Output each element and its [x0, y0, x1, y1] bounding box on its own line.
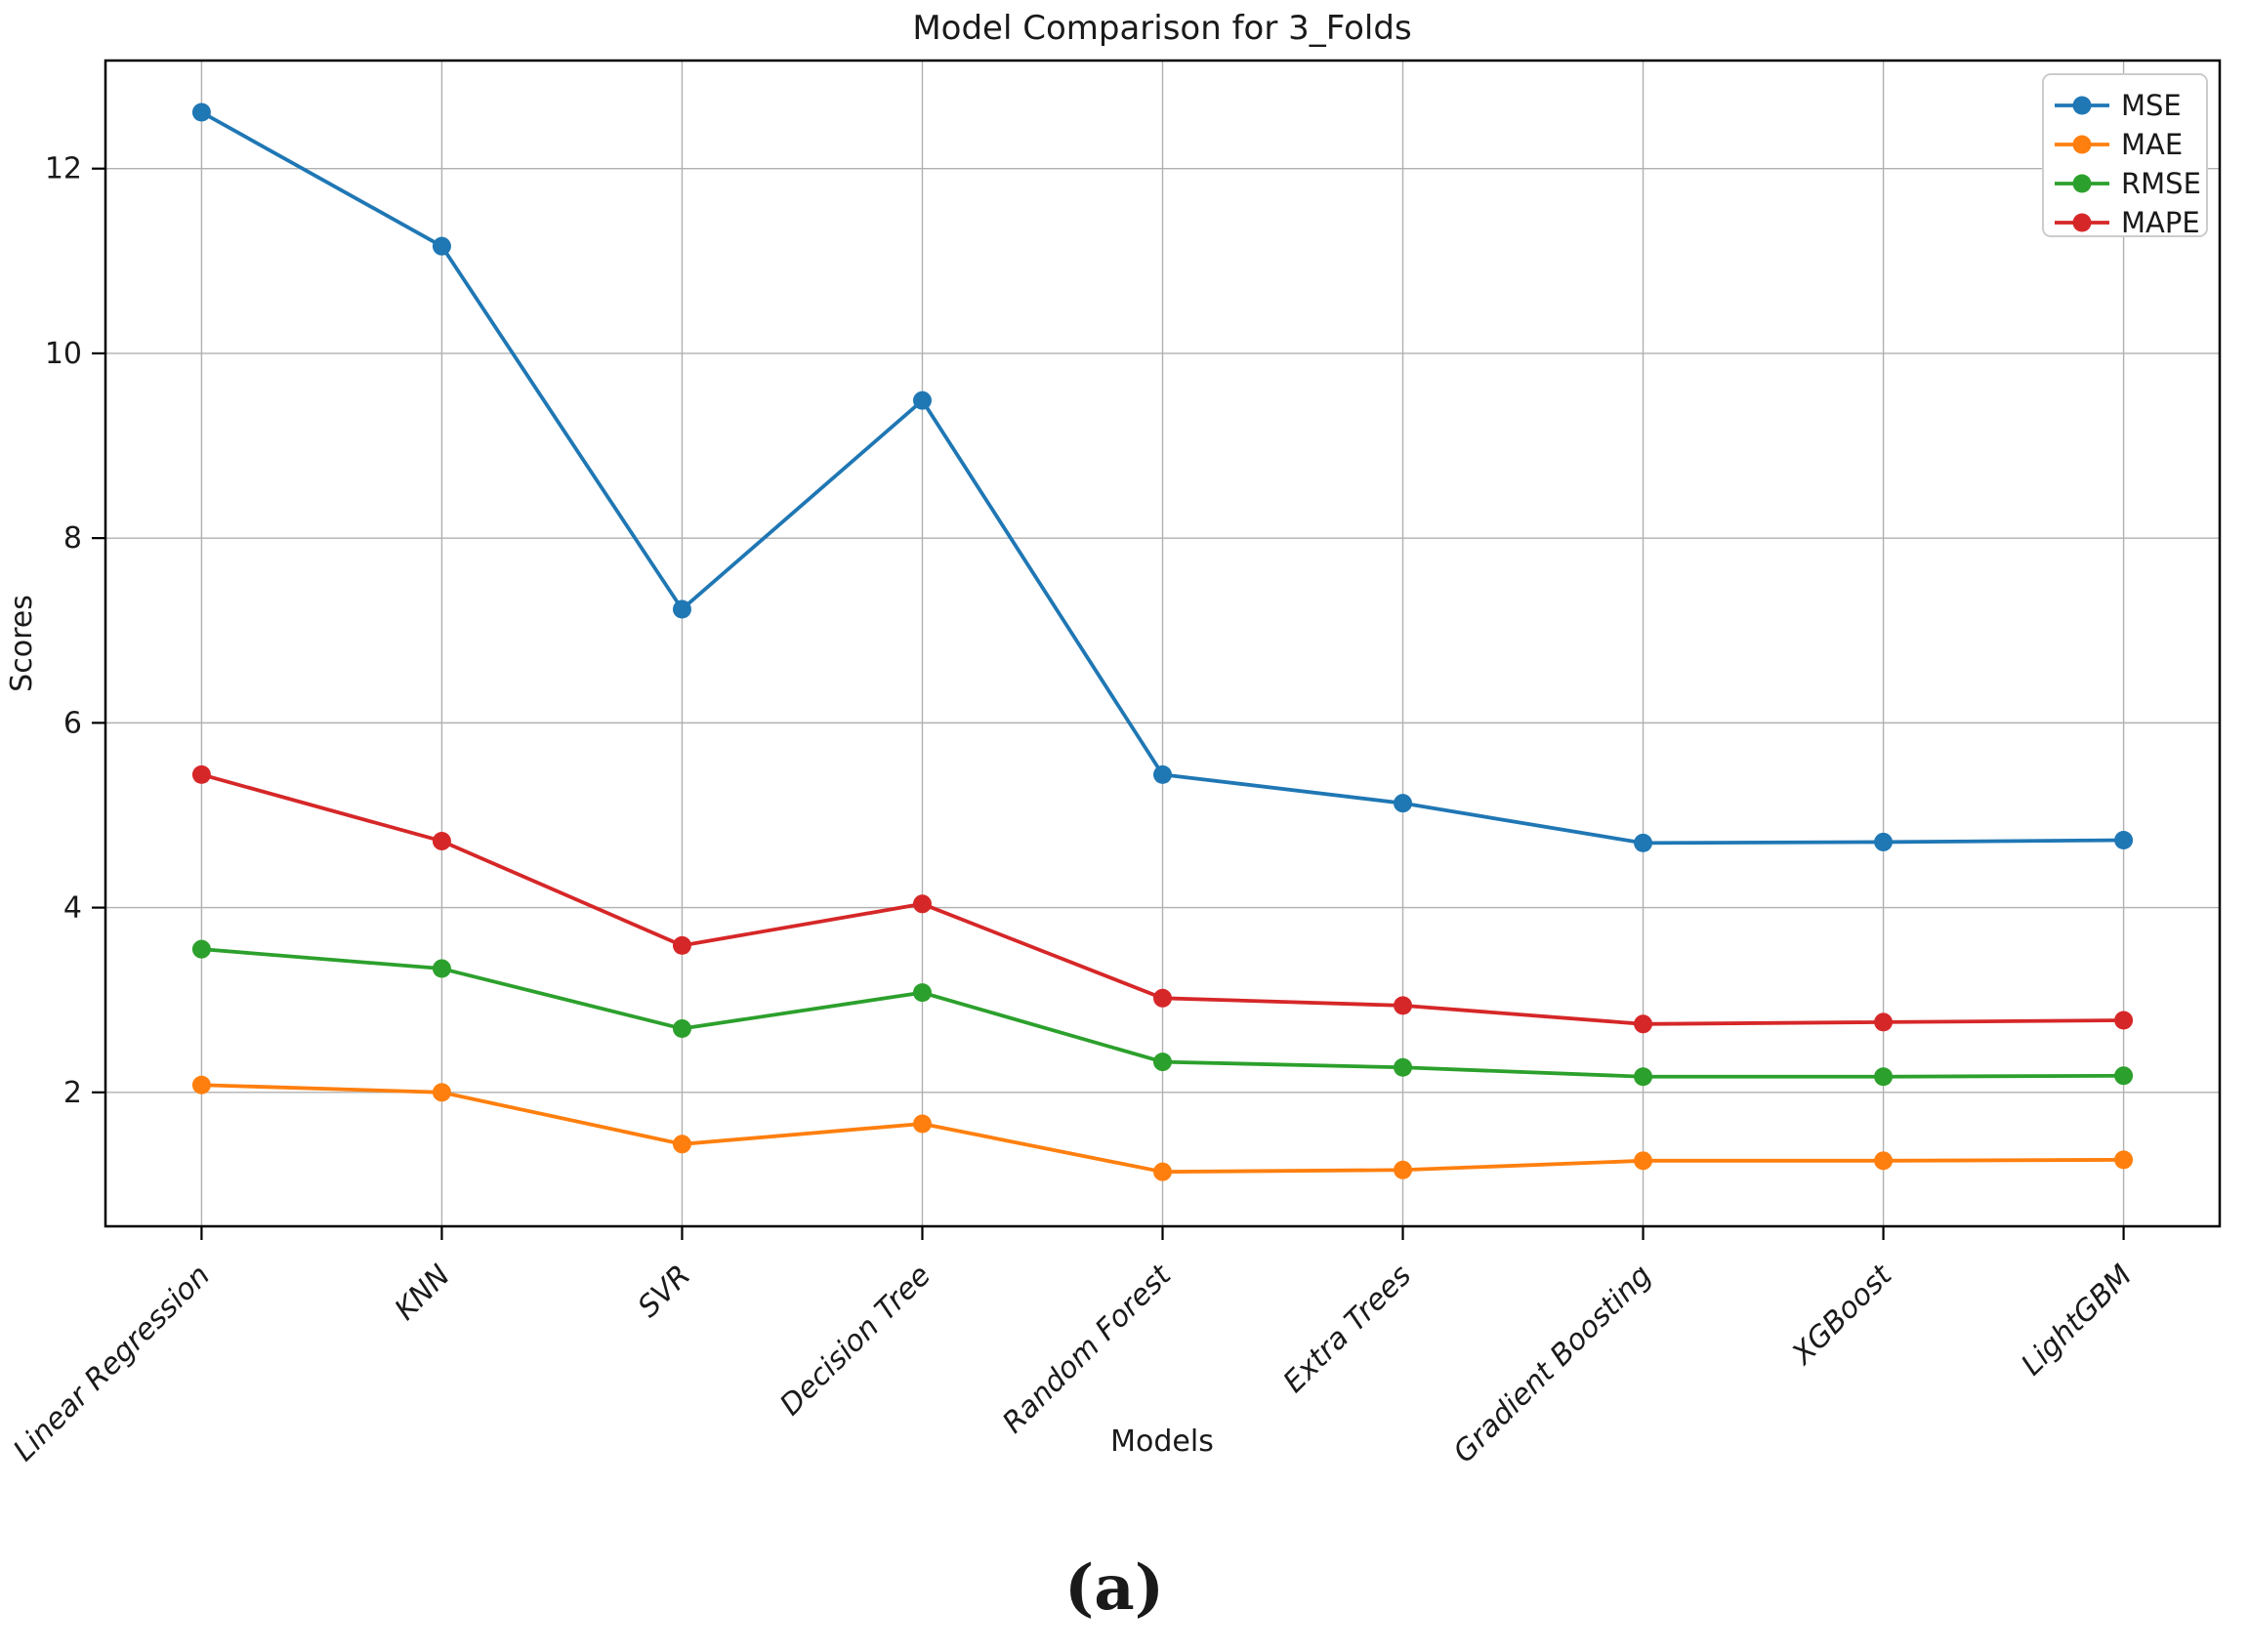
data-point-MAE — [432, 1083, 451, 1102]
x-tick-label: Extra Trees — [1276, 1259, 1418, 1400]
legend-marker — [2072, 135, 2092, 154]
data-point-MAE — [1394, 1160, 1413, 1179]
y-tick-label: 8 — [63, 521, 82, 556]
legend-items: MSE MAE RMSE MAPE — [2055, 89, 2201, 239]
series-group — [191, 103, 2134, 1181]
data-point-RMSE — [912, 983, 932, 1003]
data-point-MAPE — [1634, 1014, 1653, 1034]
data-point-MSE — [672, 599, 691, 619]
chart-title: Model Comparison for 3_Folds — [912, 9, 1411, 48]
data-point-MAE — [2114, 1150, 2134, 1170]
data-point-MAPE — [1874, 1012, 1894, 1032]
data-point-RMSE — [1394, 1057, 1413, 1077]
axis-ticks — [92, 167, 2125, 1240]
x-tick-label: Linear Regression — [7, 1259, 217, 1468]
gridlines — [105, 61, 2220, 1226]
legend: MSE MAE RMSE MAPE — [2042, 73, 2208, 239]
y-tick-label: 12 — [45, 152, 82, 186]
x-tick-label: XGBoost — [1784, 1258, 1899, 1373]
x-tick-label: Gradient Boosting — [1447, 1259, 1659, 1470]
data-point-MSE — [2114, 831, 2134, 850]
data-point-MSE — [1153, 764, 1172, 784]
data-point-MAE — [1634, 1151, 1653, 1171]
data-point-MAE — [1874, 1151, 1894, 1171]
plot-border — [104, 59, 2222, 1228]
data-point-MAPE — [2114, 1011, 2134, 1030]
data-point-MSE — [912, 391, 932, 410]
data-point-MAE — [912, 1114, 932, 1134]
data-point-MAE — [1153, 1162, 1172, 1181]
data-point-RMSE — [432, 959, 451, 978]
x-axis-label: Models — [1110, 1425, 1214, 1459]
data-point-MAE — [672, 1135, 691, 1154]
data-point-RMSE — [191, 939, 211, 959]
y-tick-label: 10 — [45, 337, 82, 371]
x-tick-label: LightGBM — [2015, 1259, 2139, 1383]
y-tick-label: 2 — [63, 1076, 82, 1110]
x-tick-label: KNN — [389, 1259, 457, 1327]
data-point-RMSE — [1634, 1067, 1653, 1087]
legend-label-RMSE: RMSE — [2121, 167, 2201, 200]
legend-label-MAE: MAE — [2121, 128, 2183, 161]
x-tick-label: Decision Tree — [773, 1259, 937, 1423]
x-tick-label: SVR — [632, 1259, 697, 1324]
data-point-MAPE — [432, 831, 451, 850]
data-point-MAPE — [1153, 988, 1172, 1008]
figure-caption: (a) — [1064, 1551, 1164, 1625]
y-tick-label: 6 — [63, 706, 82, 740]
data-point-RMSE — [1153, 1053, 1172, 1072]
y-axis-label: Scores — [5, 595, 39, 692]
data-point-MSE — [432, 236, 451, 256]
data-point-MSE — [1394, 794, 1413, 813]
legend-marker — [2072, 213, 2092, 232]
y-tick-label: 4 — [63, 891, 82, 926]
data-point-RMSE — [672, 1019, 691, 1039]
data-point-MSE — [1634, 833, 1653, 852]
legend-label-MAPE: MAPE — [2121, 206, 2200, 239]
data-point-MAPE — [191, 764, 211, 784]
legend-marker — [2072, 174, 2092, 193]
legend-box — [2042, 73, 2208, 237]
data-point-MAPE — [1394, 996, 1413, 1015]
data-point-MAPE — [912, 894, 932, 914]
data-point-RMSE — [2114, 1066, 2134, 1086]
legend-label-MSE: MSE — [2121, 89, 2182, 122]
data-point-RMSE — [1874, 1067, 1894, 1087]
data-point-MAE — [191, 1075, 211, 1094]
x-tick-label: Random Forest — [996, 1258, 1179, 1440]
data-point-MSE — [191, 103, 211, 122]
data-point-MSE — [1874, 832, 1894, 851]
legend-marker — [2072, 96, 2092, 115]
data-point-MAPE — [672, 935, 691, 955]
